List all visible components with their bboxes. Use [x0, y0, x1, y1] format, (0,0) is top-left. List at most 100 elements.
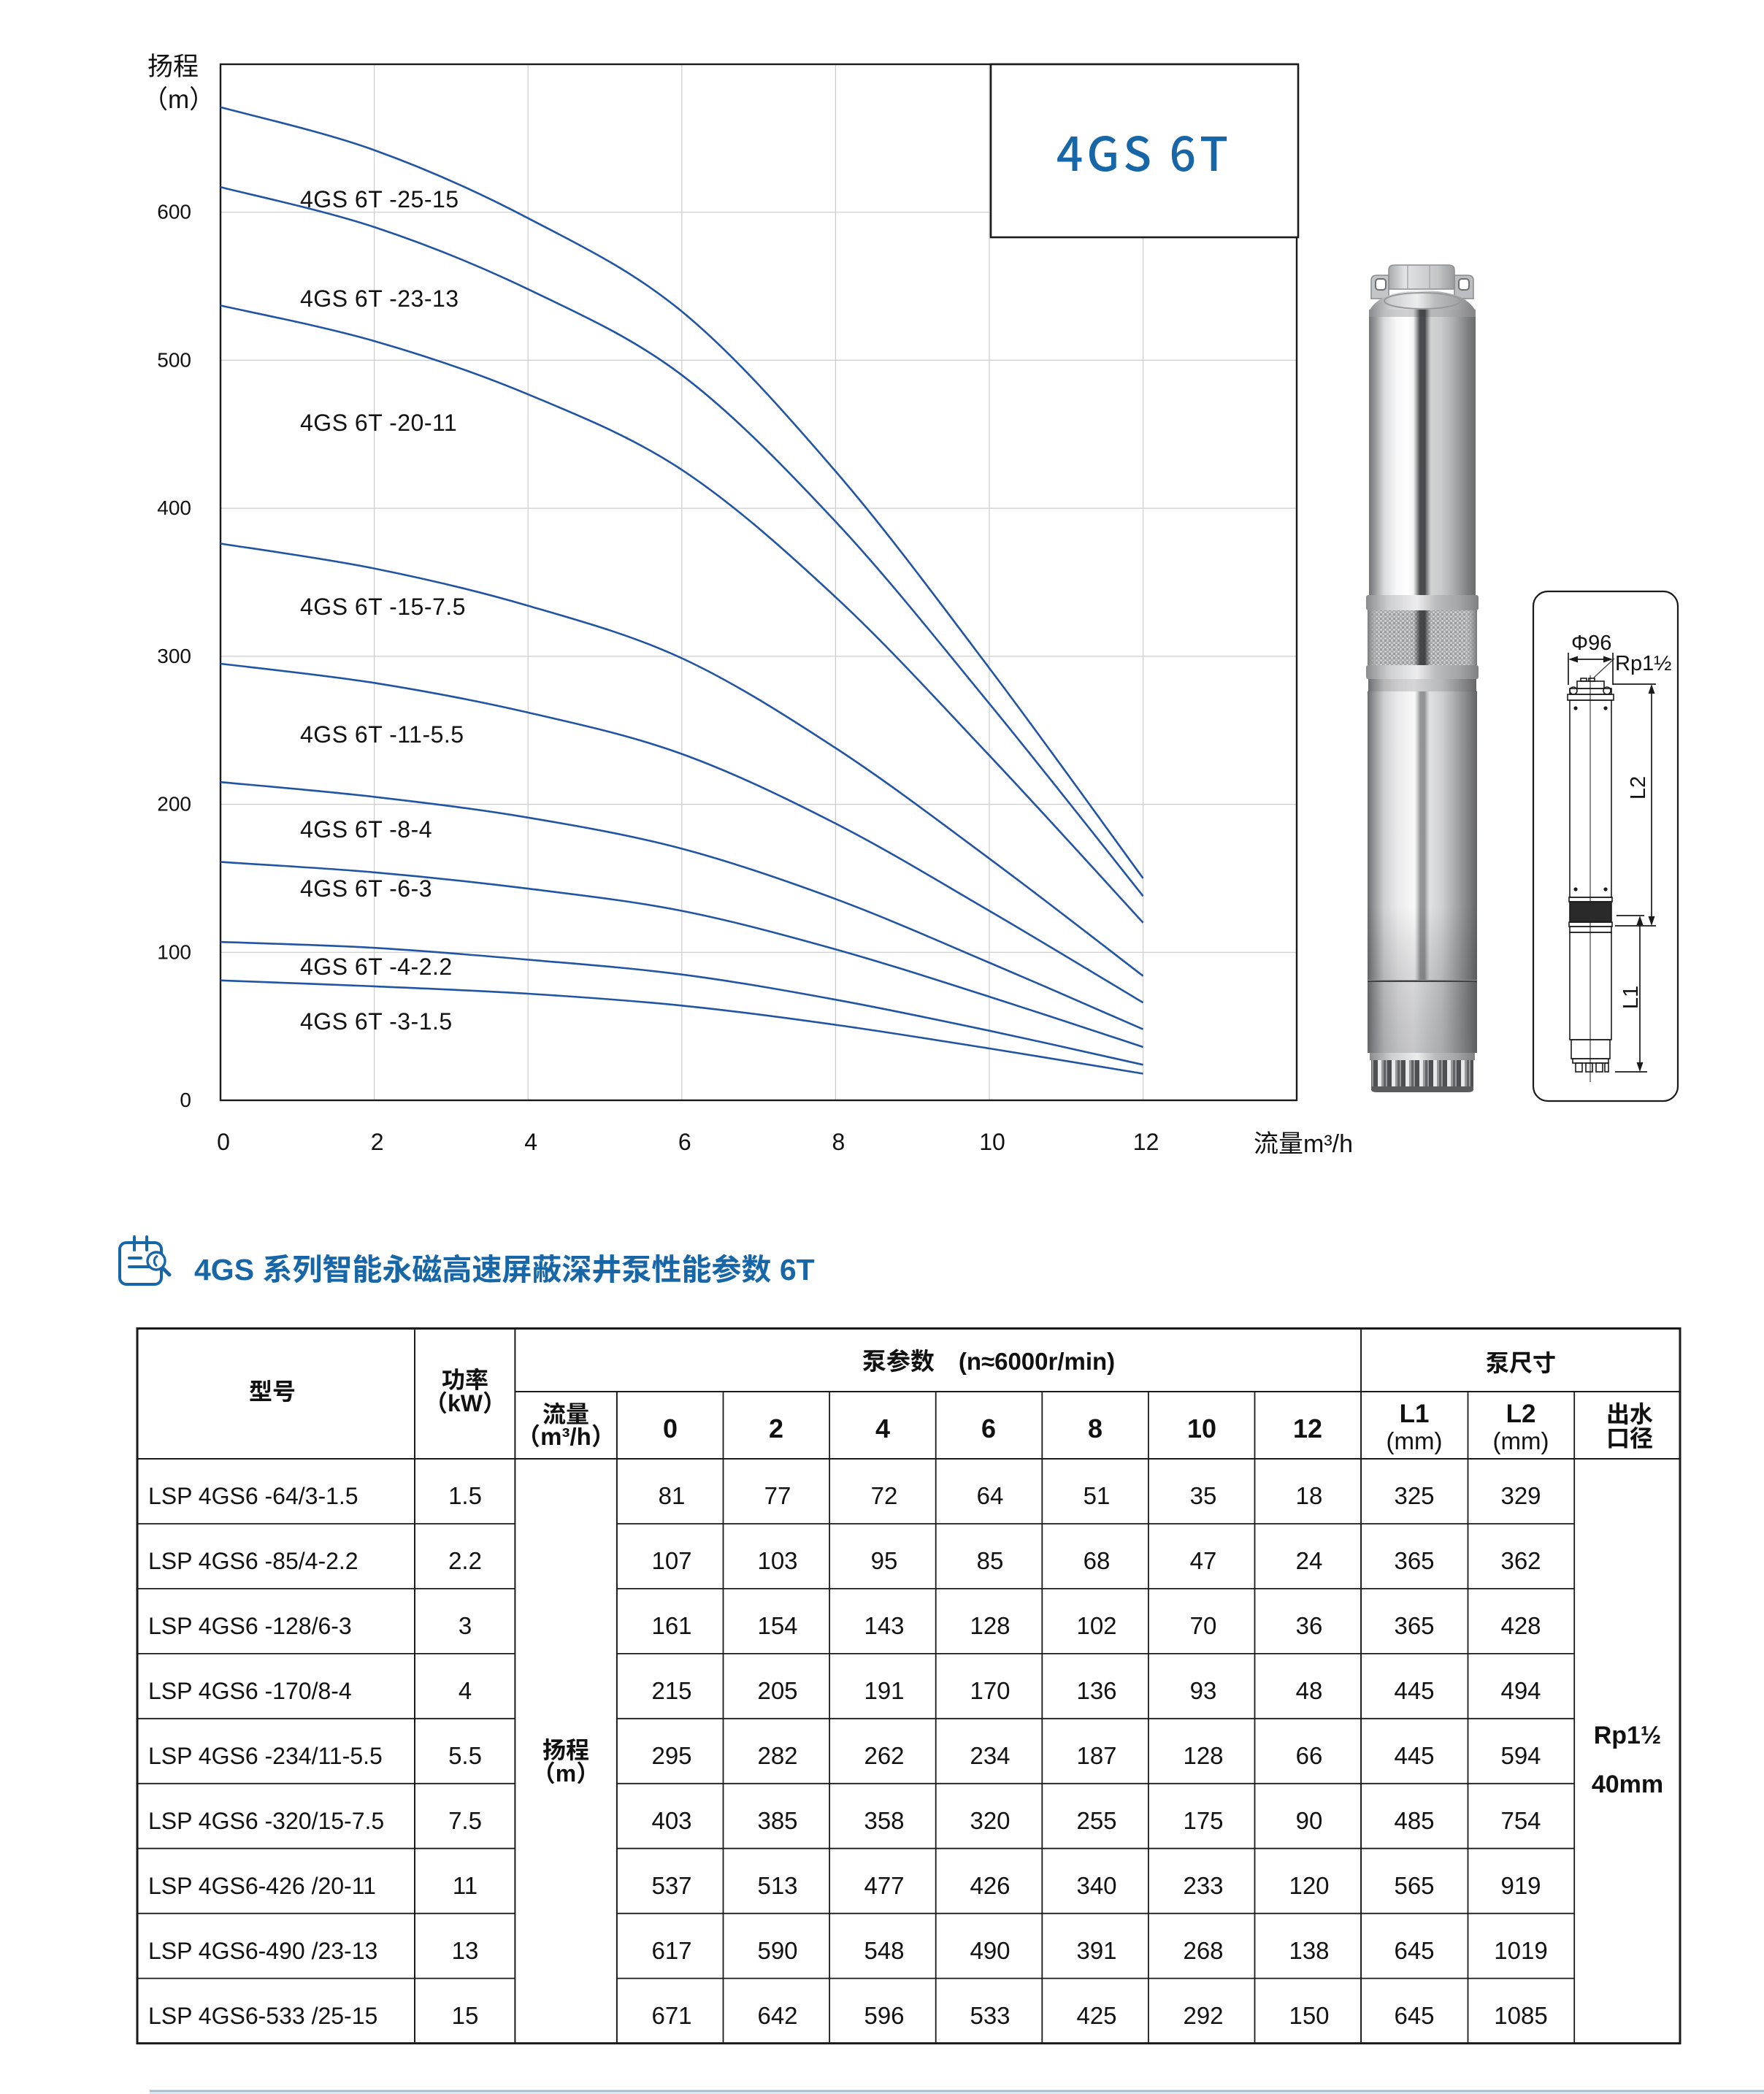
svg-text:494: 494 — [1500, 1677, 1541, 1704]
svg-text:72: 72 — [871, 1482, 898, 1509]
svg-text:325: 325 — [1394, 1482, 1434, 1509]
svg-text:565: 565 — [1394, 1872, 1434, 1899]
svg-text:445: 445 — [1394, 1742, 1434, 1769]
svg-text:36: 36 — [1296, 1612, 1323, 1639]
svg-text:81: 81 — [659, 1482, 686, 1509]
svg-text:754: 754 — [1500, 1807, 1541, 1834]
svg-text:107: 107 — [651, 1547, 691, 1574]
svg-text:600: 600 — [157, 201, 191, 223]
svg-text:（m）: （m） — [142, 79, 215, 116]
svg-text:13: 13 — [452, 1937, 479, 1964]
svg-text:LSP 4GS6-426 /20-11: LSP 4GS6-426 /20-11 — [148, 1873, 376, 1899]
svg-text:L1: L1 — [1619, 986, 1643, 1009]
svg-text:154: 154 — [757, 1612, 797, 1639]
svg-text:11: 11 — [453, 1872, 478, 1899]
svg-text:66: 66 — [1296, 1742, 1323, 1769]
svg-text:40mm: 40mm — [1592, 1771, 1663, 1798]
svg-text:425: 425 — [1076, 2002, 1116, 2029]
svg-text:170: 170 — [970, 1677, 1010, 1704]
svg-text:扬程: 扬程 — [147, 46, 199, 83]
svg-text:4GS 6T -6-3: 4GS 6T -6-3 — [300, 875, 432, 902]
svg-text:215: 215 — [651, 1677, 691, 1704]
svg-text:362: 362 — [1500, 1547, 1541, 1574]
svg-text:320: 320 — [970, 1807, 1010, 1834]
svg-text:120: 120 — [1289, 1872, 1329, 1899]
svg-text:95: 95 — [871, 1547, 898, 1574]
svg-text:329: 329 — [1500, 1482, 1541, 1509]
svg-text:口径: 口径 — [1606, 1420, 1653, 1454]
svg-text:340: 340 — [1076, 1872, 1116, 1899]
svg-text:L2: L2 — [1627, 776, 1650, 799]
svg-text:8: 8 — [832, 1129, 845, 1155]
svg-text:6: 6 — [981, 1414, 996, 1443]
svg-text:533: 533 — [970, 2002, 1010, 2029]
svg-text:LSP 4GS6 -170/8-4: LSP 4GS6 -170/8-4 — [148, 1678, 352, 1704]
svg-text:426: 426 — [970, 1872, 1010, 1899]
svg-text:282: 282 — [757, 1742, 797, 1769]
svg-text:（kW）: （kW） — [424, 1385, 506, 1419]
svg-text:Φ96: Φ96 — [1571, 632, 1611, 655]
svg-text:919: 919 — [1500, 1872, 1541, 1899]
svg-text:LSP 4GS6 -234/11-5.5: LSP 4GS6 -234/11-5.5 — [148, 1743, 383, 1769]
svg-text:233: 233 — [1183, 1872, 1223, 1899]
svg-text:100: 100 — [157, 940, 191, 963]
svg-text:1.5: 1.5 — [448, 1482, 482, 1509]
svg-text:4GS 6T -25-15: 4GS 6T -25-15 — [300, 186, 459, 212]
svg-text:4GS 6T -3-1.5: 4GS 6T -3-1.5 — [300, 1008, 453, 1035]
svg-text:590: 590 — [757, 1937, 797, 1964]
svg-text:4GS 6T -11-5.5: 4GS 6T -11-5.5 — [300, 721, 464, 748]
svg-text:（m）: （m） — [532, 1755, 599, 1789]
svg-text:485: 485 — [1394, 1807, 1434, 1834]
svg-text:泵参数 (n≈6000r/min): 泵参数 (n≈6000r/min) — [862, 1342, 1115, 1377]
svg-text:0: 0 — [217, 1129, 230, 1155]
svg-text:187: 187 — [1076, 1742, 1116, 1769]
svg-text:102: 102 — [1076, 1612, 1116, 1639]
svg-text:12: 12 — [1133, 1129, 1159, 1155]
svg-text:400: 400 — [157, 496, 191, 519]
svg-text:4: 4 — [524, 1129, 537, 1155]
svg-text:型号: 型号 — [249, 1373, 296, 1407]
svg-text:391: 391 — [1076, 1937, 1116, 1964]
svg-text:L1: L1 — [1400, 1400, 1430, 1428]
svg-text:(mm): (mm) — [1493, 1427, 1549, 1454]
svg-text:642: 642 — [757, 2002, 797, 2029]
svg-text:645: 645 — [1394, 1937, 1434, 1964]
svg-text:205: 205 — [757, 1677, 797, 1704]
svg-text:161: 161 — [651, 1612, 691, 1639]
svg-text:泵尺寸: 泵尺寸 — [1486, 1345, 1556, 1378]
svg-text:47: 47 — [1190, 1547, 1217, 1574]
svg-text:85: 85 — [977, 1547, 1004, 1574]
svg-text:671: 671 — [651, 2002, 691, 2029]
svg-text:596: 596 — [864, 2002, 904, 2029]
svg-text:24: 24 — [1296, 1547, 1323, 1574]
svg-text:（m³/h）: （m³/h） — [516, 1417, 616, 1452]
svg-text:403: 403 — [651, 1807, 691, 1834]
svg-text:LSP 4GS6 -320/15-7.5: LSP 4GS6 -320/15-7.5 — [148, 1808, 384, 1834]
svg-text:500: 500 — [157, 348, 191, 371]
svg-text:136: 136 — [1076, 1677, 1116, 1704]
svg-text:77: 77 — [764, 1482, 791, 1509]
svg-text:4GS 6T -4-2.2: 4GS 6T -4-2.2 — [300, 954, 453, 980]
svg-text:出水: 出水 — [1606, 1396, 1653, 1430]
svg-text:5.5: 5.5 — [448, 1742, 482, 1769]
svg-text:2: 2 — [769, 1414, 783, 1443]
svg-text:流量: 流量 — [542, 1396, 589, 1430]
svg-text:300: 300 — [157, 645, 191, 667]
svg-text:Rp1½: Rp1½ — [1594, 1722, 1662, 1749]
svg-text:15: 15 — [452, 2002, 479, 2029]
svg-text:70: 70 — [1190, 1612, 1217, 1639]
svg-text:234: 234 — [970, 1742, 1010, 1769]
svg-text:18: 18 — [1296, 1482, 1323, 1509]
svg-text:200: 200 — [157, 793, 191, 816]
svg-text:4GS 6T -23-13: 4GS 6T -23-13 — [300, 285, 459, 312]
svg-text:68: 68 — [1084, 1547, 1111, 1574]
svg-text:191: 191 — [864, 1677, 904, 1704]
svg-text:扬程: 扬程 — [542, 1732, 589, 1765]
svg-text:0: 0 — [663, 1414, 678, 1443]
svg-text:35: 35 — [1190, 1482, 1217, 1509]
svg-text:48: 48 — [1296, 1677, 1323, 1704]
svg-text:流量m³/h: 流量m³/h — [1254, 1124, 1353, 1159]
svg-text:51: 51 — [1084, 1482, 1111, 1509]
svg-text:Rp1½: Rp1½ — [1615, 652, 1671, 675]
svg-text:2.2: 2.2 — [448, 1547, 482, 1574]
